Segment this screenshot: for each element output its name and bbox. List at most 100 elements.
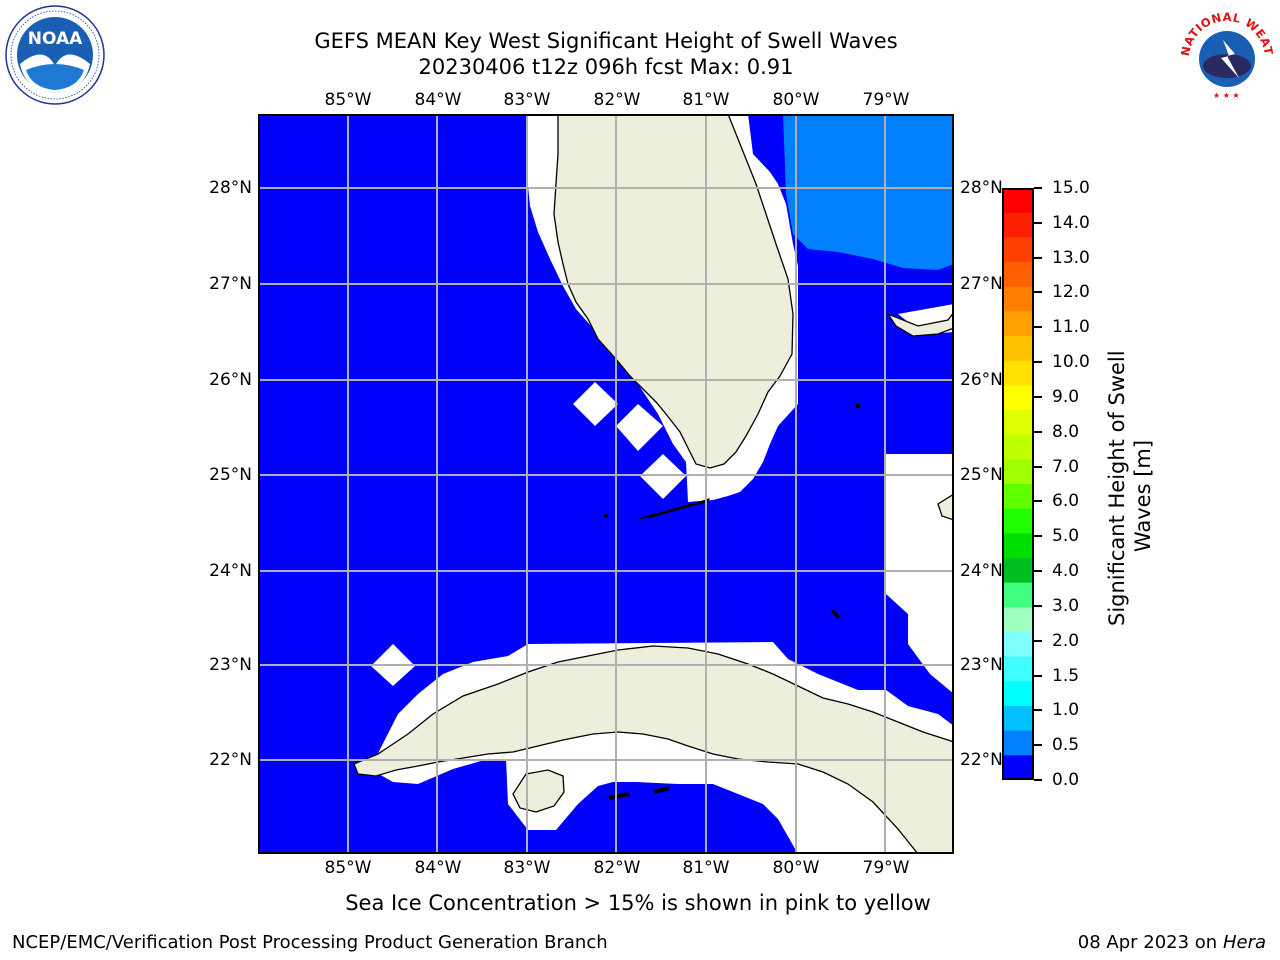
lat-label-left: 26°N bbox=[209, 370, 252, 390]
colorbar-gradient bbox=[1002, 188, 1034, 781]
colorbar-tick-mark bbox=[1034, 639, 1042, 642]
colorbar-tick-label: 0.5 bbox=[1052, 735, 1080, 756]
lon-label-top: 84°W bbox=[414, 90, 462, 110]
lon-label-bottom: 84°W bbox=[414, 858, 462, 878]
noaa-logo: NOAA bbox=[4, 4, 106, 106]
colorbar-segment bbox=[1002, 237, 1034, 263]
lat-label-right: 25°N bbox=[960, 465, 1003, 485]
lat-label-right: 27°N bbox=[960, 274, 1003, 294]
colorbar-tick-label: 5.0 bbox=[1052, 526, 1080, 547]
colorbar-tick-label: 8.0 bbox=[1052, 421, 1080, 442]
colorbar-tick-mark bbox=[1034, 187, 1042, 189]
colorbar-segment bbox=[1002, 311, 1034, 337]
lon-label-top: 83°W bbox=[503, 90, 551, 110]
colorbar-tick-label: 4.0 bbox=[1052, 561, 1080, 582]
colorbar-frame bbox=[1002, 188, 1034, 780]
lat-label-right: 22°N bbox=[960, 750, 1003, 770]
lon-label-top: 80°W bbox=[772, 90, 820, 110]
colorbar-tick-label: 0.0 bbox=[1052, 770, 1080, 790]
colorbar-tick-mark bbox=[1034, 430, 1042, 433]
nws-logo: NATIONAL WEATHER SERVICE ★ ★ ★ bbox=[1172, 0, 1277, 104]
florida-keys bbox=[604, 403, 861, 800]
colorbar-segment bbox=[1002, 706, 1034, 732]
colorbar-tick-label: 12.0 bbox=[1052, 282, 1090, 303]
colorbar-label: Significant Height of Swell Waves [m] bbox=[1104, 350, 1156, 626]
chart-title-line1: GEFS MEAN Key West Significant Height of… bbox=[314, 29, 898, 53]
colorbar-segment bbox=[1002, 656, 1034, 682]
colorbar-tick-mark bbox=[1034, 604, 1042, 607]
lat-label-right: 24°N bbox=[960, 561, 1003, 581]
lat-label-left: 24°N bbox=[209, 561, 252, 581]
colorbar-tick-mark bbox=[1034, 465, 1042, 468]
colorbar-segment bbox=[1002, 385, 1034, 411]
colorbar-segment bbox=[1002, 582, 1034, 608]
lon-label-bottom: 82°W bbox=[593, 858, 641, 878]
footer-credit: NCEP/EMC/Verification Post Processing Pr… bbox=[12, 932, 608, 953]
colorbar-tick-label: 3.0 bbox=[1052, 595, 1080, 616]
colorbar-segment bbox=[1002, 212, 1034, 238]
colorbar-tick-mark bbox=[1034, 326, 1042, 329]
colorbar-tick-label: 7.0 bbox=[1052, 456, 1080, 477]
colorbar-tick-mark bbox=[1034, 744, 1042, 747]
footer-date-text: 08 Apr 2023 on bbox=[1077, 932, 1223, 953]
lat-label-left: 28°N bbox=[209, 178, 252, 198]
colorbar-tick-label: 2.0 bbox=[1052, 630, 1080, 651]
lon-label-bottom: 81°W bbox=[682, 858, 730, 878]
colorbar-segment bbox=[1002, 533, 1034, 559]
lon-label-top: 81°W bbox=[682, 90, 730, 110]
colorbar-label-line1: Significant Height of Swell bbox=[1105, 350, 1129, 626]
lon-label-bottom: 80°W bbox=[772, 858, 820, 878]
colorbar-tick-label: 10.0 bbox=[1052, 352, 1090, 373]
colorbar-tick-label: 13.0 bbox=[1052, 247, 1090, 268]
map-frame bbox=[258, 114, 954, 854]
colorbar bbox=[1002, 188, 1034, 781]
colorbar-tick-label: 9.0 bbox=[1052, 386, 1080, 407]
colorbar-tick-label: 1.5 bbox=[1052, 665, 1080, 686]
lat-label-left: 27°N bbox=[209, 274, 252, 294]
chart-title-line2: 20230406 t12z 096h fcst Max: 0.91 bbox=[418, 55, 794, 79]
colorbar-tick-mark bbox=[1034, 221, 1042, 224]
colorbar-tick-mark bbox=[1034, 395, 1042, 398]
colorbar-segment bbox=[1002, 681, 1034, 707]
lon-label-bottom: 85°W bbox=[324, 858, 372, 878]
lon-label-top: 85°W bbox=[324, 90, 372, 110]
lat-label-left: 23°N bbox=[209, 655, 252, 675]
colorbar-segment bbox=[1002, 336, 1034, 362]
isla-de-la-juventud bbox=[512, 769, 565, 813]
lon-label-top: 79°W bbox=[862, 90, 910, 110]
colorbar-tick-mark bbox=[1034, 779, 1042, 781]
lon-label-bottom: 79°W bbox=[862, 858, 910, 878]
colorbar-tick-label: 14.0 bbox=[1052, 212, 1090, 233]
colorbar-tick-mark bbox=[1034, 570, 1042, 573]
colorbar-tick-label: 1.0 bbox=[1052, 700, 1080, 721]
colorbar-tick-mark bbox=[1034, 361, 1042, 364]
colorbar-segment bbox=[1002, 730, 1034, 756]
lat-label-left: 25°N bbox=[209, 465, 252, 485]
colorbar-tick-mark bbox=[1034, 709, 1042, 712]
lat-label-left: 22°N bbox=[209, 750, 252, 770]
footer-host: Hera bbox=[1222, 932, 1266, 953]
sea-ice-note: Sea Ice Concentration > 15% is shown in … bbox=[345, 891, 931, 915]
lon-label-bottom: 83°W bbox=[503, 858, 551, 878]
colorbar-segment bbox=[1002, 484, 1034, 510]
colorbar-segment bbox=[1002, 607, 1034, 633]
map-panel bbox=[258, 113, 955, 855]
colorbar-tick-mark bbox=[1034, 674, 1042, 677]
colorbar-segment bbox=[1002, 434, 1034, 460]
colorbar-tick-mark bbox=[1034, 535, 1042, 538]
colorbar-tick-label: 11.0 bbox=[1052, 317, 1090, 338]
colorbar-segment bbox=[1002, 410, 1034, 436]
colorbar-segment bbox=[1002, 262, 1034, 288]
lat-label-right: 28°N bbox=[960, 178, 1003, 198]
lon-label-top: 82°W bbox=[593, 90, 641, 110]
lat-label-right: 26°N bbox=[960, 370, 1003, 390]
colorbar-segment bbox=[1002, 286, 1034, 312]
graticule bbox=[258, 114, 954, 854]
lat-label-right: 23°N bbox=[960, 655, 1003, 675]
colorbar-tick-mark bbox=[1034, 500, 1042, 503]
colorbar-tick-mark bbox=[1034, 291, 1042, 294]
colorbar-tick-label: 15.0 bbox=[1052, 178, 1090, 198]
noaa-logo-text: NOAA bbox=[28, 29, 83, 49]
colorbar-segment bbox=[1002, 755, 1034, 781]
colorbar-segment bbox=[1002, 459, 1034, 485]
